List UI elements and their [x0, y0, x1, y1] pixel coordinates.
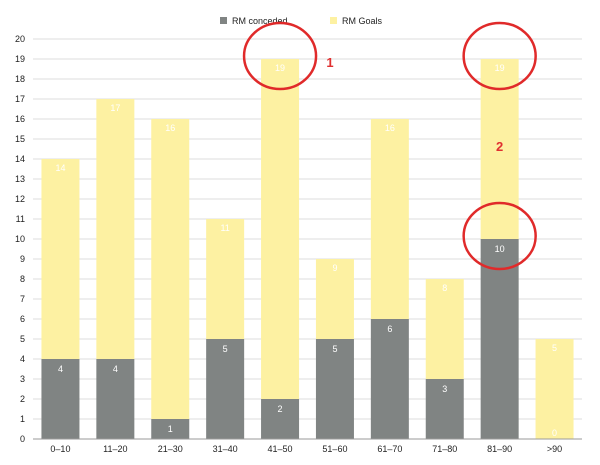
data-label-goals: 14: [55, 163, 65, 173]
data-label-goals: 17: [110, 103, 120, 113]
data-label-goals: 16: [385, 123, 395, 133]
y-tick-label: 4: [20, 354, 25, 364]
y-tick-label: 5: [20, 334, 25, 344]
y-tick-label: 11: [16, 214, 25, 224]
legend: RM conceded RM Goals: [220, 16, 383, 26]
bars: [41, 59, 574, 439]
data-label-goals: 9: [332, 263, 337, 273]
bar-conceded: [425, 379, 464, 439]
y-tick-label: 17: [15, 94, 25, 104]
data-label-goals: 8: [442, 283, 447, 293]
data-label-conceded: 0: [552, 428, 557, 438]
annotation-number: 1: [326, 55, 333, 70]
x-tick-label: 81–90: [487, 444, 512, 454]
y-tick-label: 0: [20, 434, 25, 444]
bar-goals: [370, 119, 409, 319]
data-label-conceded: 1: [168, 424, 173, 434]
bar-conceded: [151, 419, 190, 439]
highlight-circle: [242, 21, 318, 91]
x-tick-label: >90: [547, 444, 562, 454]
y-tick-label: 7: [20, 294, 25, 304]
y-tick-label: 1: [20, 414, 25, 424]
x-tick-label: 71–80: [432, 444, 457, 454]
bar-goals: [41, 159, 80, 359]
bar-conceded: [261, 399, 300, 439]
data-label-conceded: 5: [332, 344, 337, 354]
x-tick-label: 11–20: [103, 444, 127, 454]
data-label-goals: 19: [275, 63, 285, 73]
data-label-goals: 5: [552, 343, 557, 353]
bar-goals: [151, 119, 190, 419]
y-tick-label: 19: [15, 54, 25, 64]
x-tick-label: 31–40: [213, 444, 238, 454]
bar-conceded: [96, 359, 135, 439]
data-label-conceded: 6: [387, 324, 392, 334]
bar-goals: [425, 279, 464, 379]
bar-goals: [261, 59, 300, 399]
bar-goals: [96, 99, 135, 359]
x-tick-label: 0–10: [50, 444, 70, 454]
data-label-goals: 11: [220, 223, 229, 233]
data-label-goals: 19: [495, 63, 505, 73]
bar-conceded: [315, 339, 354, 439]
y-tick-label: 18: [15, 74, 25, 84]
legend-swatch: [330, 17, 337, 24]
y-tick-label: 16: [15, 114, 25, 124]
x-tick-label: 21–30: [158, 444, 183, 454]
y-tick-label: 10: [15, 234, 25, 244]
x-tick-label: 61–70: [377, 444, 402, 454]
data-label-goals: 16: [165, 123, 175, 133]
annotation-number: 2: [496, 139, 503, 154]
legend-label: RM conceded: [232, 16, 288, 26]
data-label-conceded: 3: [442, 384, 447, 394]
y-tick-label: 3: [20, 374, 25, 384]
annotations: 12: [242, 21, 537, 271]
data-label-conceded: 5: [223, 344, 228, 354]
legend-label: RM Goals: [342, 16, 383, 26]
data-label-conceded: 4: [113, 364, 118, 374]
y-tick-label: 8: [20, 274, 25, 284]
y-tick-label: 12: [15, 194, 25, 204]
bar-conceded: [41, 359, 80, 439]
data-label-conceded: 4: [58, 364, 63, 374]
highlight-circle: [462, 21, 537, 91]
bar-goals: [206, 219, 245, 339]
bar-conceded: [370, 319, 409, 439]
data-label-conceded: 2: [278, 404, 283, 414]
y-tick-label: 6: [20, 314, 25, 324]
highlight-circle: [462, 201, 537, 271]
legend-swatch: [220, 17, 227, 24]
y-tick-label: 14: [15, 154, 25, 164]
bar-goals: [535, 339, 574, 439]
bar-conceded: [206, 339, 245, 439]
y-tick-label: 15: [15, 134, 25, 144]
data-label-conceded: 10: [495, 244, 505, 254]
bar-conceded: [480, 239, 519, 439]
x-tick-label: 51–60: [322, 444, 347, 454]
y-tick-label: 13: [15, 174, 25, 184]
bar-goals: [315, 259, 354, 339]
y-tick-label: 20: [15, 34, 25, 44]
y-tick-label: 2: [20, 394, 25, 404]
y-tick-label: 9: [20, 254, 25, 264]
x-tick-label: 41–50: [268, 444, 293, 454]
